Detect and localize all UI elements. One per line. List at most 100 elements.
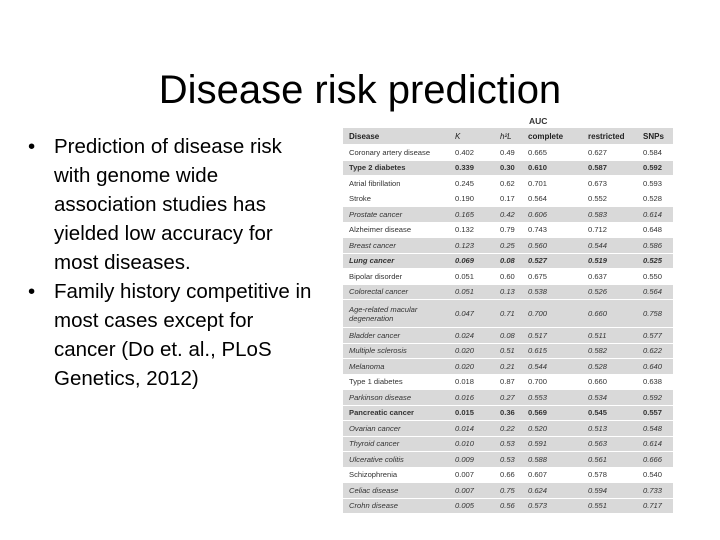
table-row: Coronary artery disease 0.402 0.49 0.665 0.6… bbox=[343, 144, 673, 161]
cell-restricted: 0.511 bbox=[582, 327, 637, 344]
cell-restricted: 0.582 bbox=[582, 343, 637, 359]
slide-title: Disease risk prediction bbox=[158, 67, 562, 112]
cell-complete: 0.615 bbox=[522, 343, 582, 359]
cell-k: 0.339 bbox=[449, 160, 494, 176]
col-header-h2l: h²L bbox=[494, 128, 522, 145]
cell-snps: 0.614 bbox=[637, 206, 673, 223]
cell-k: 0.009 bbox=[449, 451, 494, 468]
cell-snps: 0.586 bbox=[637, 237, 673, 254]
cell-complete: 0.607 bbox=[522, 467, 582, 483]
table-row: Melanoma 0.020 0.21 0.544 0.528 0.640 bbox=[343, 358, 673, 375]
table-row: Colorectal cancer 0.051 0.13 0.538 0.526 0.56… bbox=[343, 284, 673, 300]
cell-complete: 0.743 bbox=[522, 222, 582, 238]
cell-k: 0.020 bbox=[449, 358, 494, 375]
cell-restricted: 0.712 bbox=[582, 222, 637, 238]
table-row: Celiac disease 0.007 0.75 0.624 0.594 0.733 bbox=[343, 482, 673, 499]
cell-k: 0.016 bbox=[449, 389, 494, 406]
cell-h2l: 0.21 bbox=[494, 358, 522, 375]
table-row: Multiple sclerosis 0.020 0.51 0.615 0.582 0.6… bbox=[343, 343, 673, 359]
cell-disease: Crohn disease bbox=[343, 498, 449, 514]
cell-h2l: 0.75 bbox=[494, 482, 522, 499]
col-header-complete: complete bbox=[522, 128, 582, 145]
cell-h2l: 0.22 bbox=[494, 420, 522, 437]
cell-h2l: 0.36 bbox=[494, 405, 522, 421]
cell-disease: Lung cancer bbox=[343, 253, 449, 269]
cell-snps: 0.717 bbox=[637, 498, 673, 514]
table-row: Pancreatic cancer 0.015 0.36 0.569 0.545 0.55… bbox=[343, 405, 673, 421]
cell-h2l: 0.87 bbox=[494, 374, 522, 390]
cell-h2l: 0.71 bbox=[494, 299, 522, 328]
cell-complete: 0.610 bbox=[522, 160, 582, 176]
cell-snps: 0.758 bbox=[637, 299, 673, 328]
table-row: Type 1 diabetes 0.018 0.87 0.700 0.660 0.638 bbox=[343, 374, 673, 390]
cell-snps: 0.666 bbox=[637, 451, 673, 468]
table-header-row: Disease K h²L complete restricted SNPs bbox=[343, 128, 673, 145]
cell-complete: 0.564 bbox=[522, 191, 582, 207]
cell-snps: 0.528 bbox=[637, 191, 673, 207]
cell-restricted: 0.551 bbox=[582, 498, 637, 514]
cell-snps: 0.525 bbox=[637, 253, 673, 269]
cell-k: 0.402 bbox=[449, 144, 494, 161]
cell-restricted: 0.519 bbox=[582, 253, 637, 269]
table-row: Alzheimer disease 0.132 0.79 0.743 0.712 0.64… bbox=[343, 222, 673, 238]
cell-snps: 0.614 bbox=[637, 436, 673, 452]
table-row: Ulcerative colitis 0.009 0.53 0.588 0.561 0.6… bbox=[343, 451, 673, 468]
cell-restricted: 0.534 bbox=[582, 389, 637, 406]
cell-snps: 0.540 bbox=[637, 467, 673, 483]
cell-complete: 0.517 bbox=[522, 327, 582, 344]
cell-restricted: 0.660 bbox=[582, 299, 637, 328]
cell-restricted: 0.637 bbox=[582, 268, 637, 285]
cell-restricted: 0.587 bbox=[582, 160, 637, 176]
cell-h2l: 0.62 bbox=[494, 175, 522, 192]
col-header-k: K bbox=[449, 128, 494, 145]
cell-restricted: 0.673 bbox=[582, 175, 637, 192]
cell-complete: 0.560 bbox=[522, 237, 582, 254]
table-row: Prostate cancer 0.165 0.42 0.606 0.583 0.614 bbox=[343, 206, 673, 223]
cell-disease: Multiple sclerosis bbox=[343, 343, 449, 359]
cell-h2l: 0.27 bbox=[494, 389, 522, 406]
cell-h2l: 0.42 bbox=[494, 206, 522, 223]
bullet-list: Prediction of disease risk with genome w… bbox=[28, 132, 320, 393]
cell-h2l: 0.53 bbox=[494, 436, 522, 452]
cell-disease: Bipolar disorder bbox=[343, 268, 449, 285]
cell-snps: 0.592 bbox=[637, 389, 673, 406]
cell-disease: Coronary artery disease bbox=[343, 144, 449, 161]
bullet-item: Prediction of disease risk with genome w… bbox=[28, 132, 320, 277]
cell-snps: 0.733 bbox=[637, 482, 673, 499]
cell-restricted: 0.528 bbox=[582, 358, 637, 375]
cell-restricted: 0.660 bbox=[582, 374, 637, 390]
cell-restricted: 0.561 bbox=[582, 451, 637, 468]
cell-complete: 0.700 bbox=[522, 299, 582, 328]
cell-h2l: 0.08 bbox=[494, 327, 522, 344]
cell-disease: Prostate cancer bbox=[343, 206, 449, 223]
cell-disease: Type 2 diabetes bbox=[343, 160, 449, 176]
bullet-item: Family history competitive in most cases… bbox=[28, 277, 320, 393]
cell-h2l: 0.08 bbox=[494, 253, 522, 269]
cell-disease: Parkinson disease bbox=[343, 389, 449, 406]
cell-h2l: 0.25 bbox=[494, 237, 522, 254]
cell-snps: 0.550 bbox=[637, 268, 673, 285]
cell-snps: 0.577 bbox=[637, 327, 673, 344]
cell-restricted: 0.545 bbox=[582, 405, 637, 421]
cell-snps: 0.548 bbox=[637, 420, 673, 437]
cell-complete: 0.665 bbox=[522, 144, 582, 161]
cell-k: 0.190 bbox=[449, 191, 494, 207]
table-row: Age-related macular degeneration 0.047 0.7… bbox=[343, 299, 673, 328]
cell-restricted: 0.594 bbox=[582, 482, 637, 499]
cell-h2l: 0.56 bbox=[494, 498, 522, 514]
cell-restricted: 0.544 bbox=[582, 237, 637, 254]
cell-k: 0.010 bbox=[449, 436, 494, 452]
table-row: Atrial fibrillation 0.245 0.62 0.701 0.673 0.… bbox=[343, 175, 673, 192]
cell-k: 0.015 bbox=[449, 405, 494, 421]
cell-h2l: 0.53 bbox=[494, 451, 522, 468]
table-row: Breast cancer 0.123 0.25 0.560 0.544 0.586 bbox=[343, 237, 673, 254]
cell-disease: Breast cancer bbox=[343, 237, 449, 254]
cell-disease: Type 1 diabetes bbox=[343, 374, 449, 390]
cell-k: 0.020 bbox=[449, 343, 494, 359]
auc-table-figure: AUC Disease K h²L complete restricted SN… bbox=[343, 114, 673, 514]
cell-disease: Age-related macular degeneration bbox=[343, 299, 449, 328]
cell-snps: 0.638 bbox=[637, 374, 673, 390]
cell-complete: 0.701 bbox=[522, 175, 582, 192]
cell-restricted: 0.583 bbox=[582, 206, 637, 223]
cell-complete: 0.700 bbox=[522, 374, 582, 390]
